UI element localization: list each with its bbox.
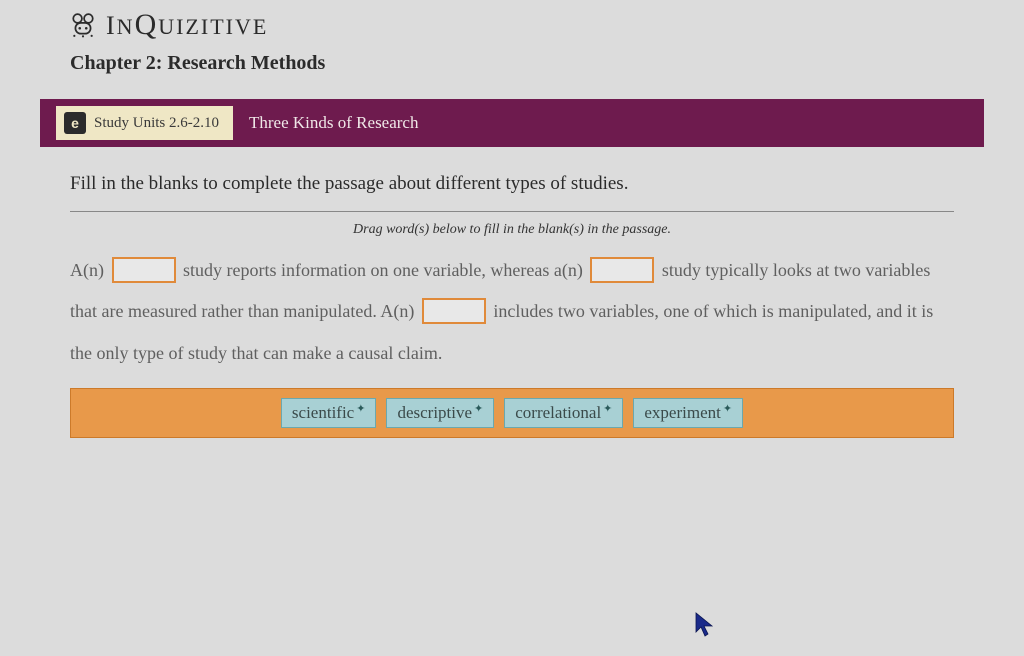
blank-3[interactable] bbox=[422, 298, 486, 324]
passage-text: study typically looks at bbox=[662, 260, 829, 280]
page: INQUIZITIVE Chapter 2: Research Methods … bbox=[0, 0, 1024, 656]
hint-plus-icon[interactable]: ✦ bbox=[356, 403, 365, 415]
header: INQUIZITIVE Chapter 2: Research Methods bbox=[0, 8, 1024, 85]
passage-text: A(n) bbox=[70, 260, 104, 280]
passage-text: study reports information on one variabl… bbox=[183, 260, 583, 280]
drag-hint: Drag word(s) below to fill in the blank(… bbox=[70, 222, 954, 238]
ebook-icon: e bbox=[64, 112, 86, 134]
brand: INQUIZITIVE bbox=[70, 8, 954, 42]
content: Fill in the blanks to complete the passa… bbox=[0, 147, 1024, 438]
chapter-title: Chapter 2: Research Methods bbox=[70, 52, 954, 75]
topic-bar: e Study Units 2.6-2.10 Three Kinds of Re… bbox=[40, 99, 984, 147]
cursor-icon bbox=[695, 612, 715, 638]
blank-2[interactable] bbox=[590, 257, 654, 283]
word-chip-correlational[interactable]: correlational✦ bbox=[504, 398, 623, 428]
brand-title: INQUIZITIVE bbox=[106, 8, 268, 42]
word-chip-descriptive[interactable]: descriptive✦ bbox=[386, 398, 494, 428]
blank-1[interactable] bbox=[112, 257, 176, 283]
study-units-button[interactable]: e Study Units 2.6-2.10 bbox=[56, 106, 233, 140]
hint-plus-icon[interactable]: ✦ bbox=[603, 403, 612, 415]
passage: A(n) study reports information on one va… bbox=[70, 250, 954, 374]
word-chip-scientific[interactable]: scientific✦ bbox=[281, 398, 377, 428]
logo-icon bbox=[70, 12, 96, 38]
topic-title: Three Kinds of Research bbox=[249, 113, 418, 133]
passage-text: includes two variables, one of bbox=[493, 301, 708, 321]
hint-plus-icon[interactable]: ✦ bbox=[474, 403, 483, 415]
hint-plus-icon[interactable]: ✦ bbox=[723, 403, 732, 415]
word-chip-experiment[interactable]: experiment✦ bbox=[633, 398, 743, 428]
study-units-label: Study Units 2.6-2.10 bbox=[94, 115, 219, 132]
word-bank: scientific✦ descriptive✦ correlational✦ … bbox=[70, 388, 954, 438]
instruction-text: Fill in the blanks to complete the passa… bbox=[70, 173, 954, 212]
